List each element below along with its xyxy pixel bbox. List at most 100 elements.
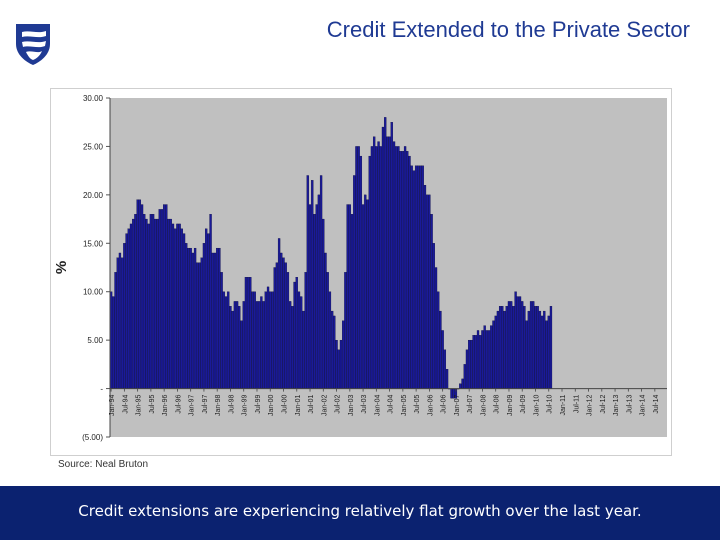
bar: [125, 233, 128, 389]
bar: [403, 146, 407, 389]
x-tick-label: Jul-11: [573, 394, 580, 413]
bar: [300, 296, 303, 389]
bar: [476, 330, 480, 389]
bar: [255, 301, 259, 389]
bar: [501, 306, 504, 389]
bar: [549, 306, 553, 389]
bar: [328, 291, 332, 389]
slide-title: Credit Extended to the Private Sector: [326, 17, 690, 42]
x-tick-label: Jul-06: [441, 394, 448, 413]
bar: [271, 291, 274, 389]
bar: [200, 257, 203, 389]
bar: [280, 252, 283, 389]
bar: [439, 310, 442, 389]
x-tick-label: Jul-08: [494, 394, 501, 413]
bar: [269, 291, 272, 389]
y-tick-label: 5.00: [87, 336, 103, 345]
x-tick-label: Jul-12: [600, 394, 607, 413]
bar: [167, 218, 170, 389]
bar: [417, 165, 420, 389]
bar: [143, 214, 146, 389]
bar: [366, 199, 369, 389]
bar: [262, 301, 265, 389]
x-tick-label: Jul-13: [626, 394, 633, 413]
bar: [527, 310, 530, 389]
bar: [397, 146, 400, 389]
bar: [372, 136, 376, 389]
chart-source: Source: Neal Bruton: [58, 459, 149, 470]
caption-banner: Credit extensions are experiencing relat…: [0, 486, 720, 540]
bar: [235, 301, 239, 389]
bar: [463, 364, 466, 389]
x-tick-label: Jan-08: [480, 394, 487, 416]
bar: [410, 165, 413, 389]
bar: [432, 243, 435, 389]
bar: [333, 315, 336, 389]
bar: [525, 320, 528, 389]
bar: [342, 320, 345, 389]
bar: [187, 247, 190, 389]
x-tick-label: Jul-99: [255, 394, 262, 413]
x-tick-label: Jan-03: [348, 394, 355, 416]
bar: [134, 214, 137, 389]
bar: [129, 223, 133, 389]
bar: [408, 155, 411, 389]
bar: [346, 204, 349, 389]
bar: [485, 330, 489, 389]
y-tick-label: (5.00): [82, 433, 103, 442]
bar: [293, 281, 296, 389]
x-tick-label: Jul-09: [520, 394, 527, 413]
bar: [481, 330, 484, 389]
credit-growth-chart: 30.00 25.00 20.00 15.00 10.00 5.00 - (5.00)% Jan…: [53, 94, 667, 442]
bar: [121, 257, 124, 389]
bar: [319, 175, 323, 389]
bar: [523, 306, 526, 389]
bar: [302, 310, 305, 389]
bar: [441, 330, 444, 389]
bar: [545, 320, 548, 389]
bar: [297, 291, 301, 389]
caption-text: Credit extensions are experiencing relat…: [78, 502, 642, 520]
bar: [330, 310, 334, 389]
bar: [494, 315, 497, 389]
bar: [207, 233, 210, 389]
bar: [286, 272, 290, 389]
bar: [474, 335, 477, 389]
bar: [421, 165, 424, 389]
bar: [123, 243, 126, 389]
bar: [132, 218, 135, 389]
bar: [249, 277, 252, 389]
bar: [231, 310, 234, 389]
bar: [216, 247, 219, 389]
bar: [114, 272, 117, 389]
x-tick-label: Jul-97: [202, 394, 209, 413]
bar: [185, 243, 188, 389]
x-tick-label: Jan-04: [374, 394, 381, 416]
bar: [156, 218, 159, 389]
x-tick-label: Jul-05: [414, 394, 421, 413]
bar: [224, 296, 228, 389]
x-tick-label: Jul-98: [228, 394, 235, 413]
bar: [359, 155, 363, 389]
bar: [492, 320, 495, 389]
bar: [273, 267, 276, 389]
bar: [218, 247, 221, 389]
bar: [377, 141, 380, 389]
bar: [459, 383, 462, 389]
y-tick-label: 25.00: [83, 142, 104, 151]
bar: [426, 194, 429, 389]
bar: [543, 310, 546, 389]
bar: [112, 296, 115, 389]
y-axis-title: %: [53, 261, 70, 274]
bar: [470, 339, 473, 389]
bar: [315, 204, 318, 389]
bar: [136, 199, 139, 389]
bar: [275, 262, 279, 389]
bar: [445, 369, 449, 389]
x-tick-label: Jul-04: [388, 394, 395, 413]
bar: [510, 301, 513, 389]
bar: [258, 301, 261, 389]
bar: [196, 262, 199, 389]
x-tick-label: Jan-98: [215, 394, 222, 416]
bar: [337, 349, 340, 389]
